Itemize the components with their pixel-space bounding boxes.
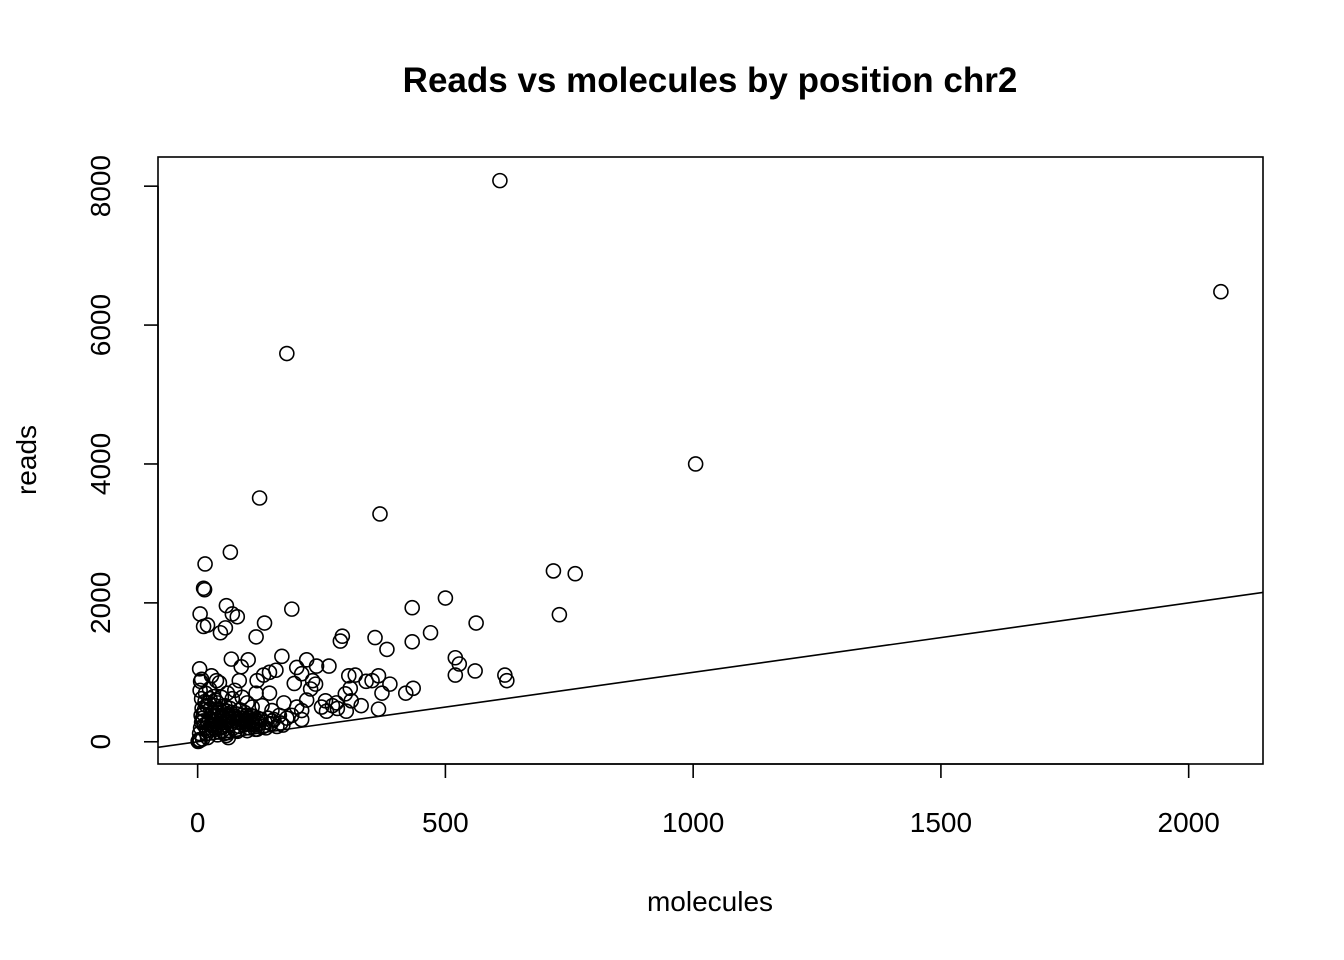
data-point: [302, 681, 319, 697]
data-point: [286, 675, 303, 692]
x-axis: 0 500 1000 1500 2000: [190, 763, 1220, 838]
data-point: [379, 641, 395, 658]
data-point: [196, 581, 213, 598]
data-point: [307, 676, 324, 692]
data-point: [217, 620, 234, 636]
data-point: [293, 702, 310, 719]
chart-title: Reads vs molecules by position chr2: [403, 61, 1018, 100]
data-point: [451, 656, 468, 672]
data-point: [447, 667, 464, 683]
data-point: [372, 506, 388, 522]
data-point: [304, 672, 321, 689]
data-point: [328, 695, 345, 711]
y-axis-label: reads: [11, 425, 42, 495]
data-point: [318, 703, 335, 720]
data-point: [229, 608, 246, 625]
data-point: [266, 711, 282, 728]
data-point: [551, 606, 568, 623]
y-tick-label: 2000: [85, 572, 116, 634]
data-point: [492, 172, 508, 189]
data-point: [191, 661, 208, 677]
data-point: [367, 629, 383, 646]
x-tick-label: 0: [190, 807, 206, 838]
x-axis-label: molecules: [647, 886, 773, 917]
data-point: [293, 711, 310, 728]
data-point: [256, 615, 273, 631]
reference-line: [158, 591, 1263, 749]
x-tick-label: 2000: [1158, 807, 1220, 838]
data-point: [249, 710, 266, 726]
data-point: [231, 672, 248, 689]
data-point: [687, 456, 704, 472]
data-point: [338, 703, 355, 720]
y-tick-label: 4000: [85, 433, 116, 495]
data-point: [298, 652, 315, 668]
data-point: [358, 673, 374, 690]
data-point: [249, 672, 265, 689]
data-point: [197, 685, 214, 701]
data-point: [343, 692, 360, 709]
data-point: [218, 597, 235, 614]
data-point: [293, 665, 310, 682]
data-point: [279, 345, 295, 362]
data-point: [321, 658, 337, 674]
data-point: [313, 699, 330, 715]
data-point: [404, 633, 420, 650]
data-point: [222, 544, 239, 560]
data-point: [364, 672, 380, 689]
plot-area: [158, 172, 1263, 750]
data-point: [397, 685, 414, 701]
data-point: [261, 685, 278, 701]
data-point: [212, 624, 229, 641]
data-point: [197, 556, 213, 572]
data-point: [248, 629, 264, 645]
data-point: [382, 676, 398, 692]
data-point: [374, 685, 390, 701]
data-point: [251, 490, 268, 506]
data-point: [234, 689, 251, 706]
data-point: [404, 599, 420, 616]
data-point: [197, 693, 213, 710]
data-point: [1213, 283, 1229, 300]
data-point: [567, 565, 584, 582]
data-point: [499, 672, 515, 689]
data-point: [467, 663, 483, 679]
data-point: [219, 685, 236, 701]
y-tick-label: 6000: [85, 294, 116, 356]
x-tick-label: 500: [422, 807, 469, 838]
data-point: [283, 601, 300, 617]
data-point: [223, 651, 240, 667]
data-point: [274, 648, 290, 665]
data-point: [308, 658, 325, 674]
y-tick-label: 0: [85, 734, 116, 750]
plot-frame: [157, 156, 1264, 765]
data-point: [370, 701, 387, 717]
data-point: [275, 717, 291, 733]
data-point: [545, 563, 562, 579]
data-point: [353, 697, 369, 714]
data-point: [422, 624, 439, 641]
data-point: [340, 667, 357, 684]
data-point: [342, 680, 359, 697]
x-tick-label: 1000: [662, 807, 724, 838]
data-point: [195, 618, 212, 635]
data-point: [264, 702, 280, 719]
data-point: [468, 615, 484, 631]
data-point: [329, 700, 346, 717]
x-tick-label: 1500: [910, 807, 972, 838]
data-point: [437, 590, 454, 606]
data-point: [332, 633, 349, 649]
y-axis: 0 2000 4000 6000 8000: [85, 155, 159, 750]
y-tick-label: 8000: [85, 155, 116, 217]
data-point: [195, 580, 212, 597]
